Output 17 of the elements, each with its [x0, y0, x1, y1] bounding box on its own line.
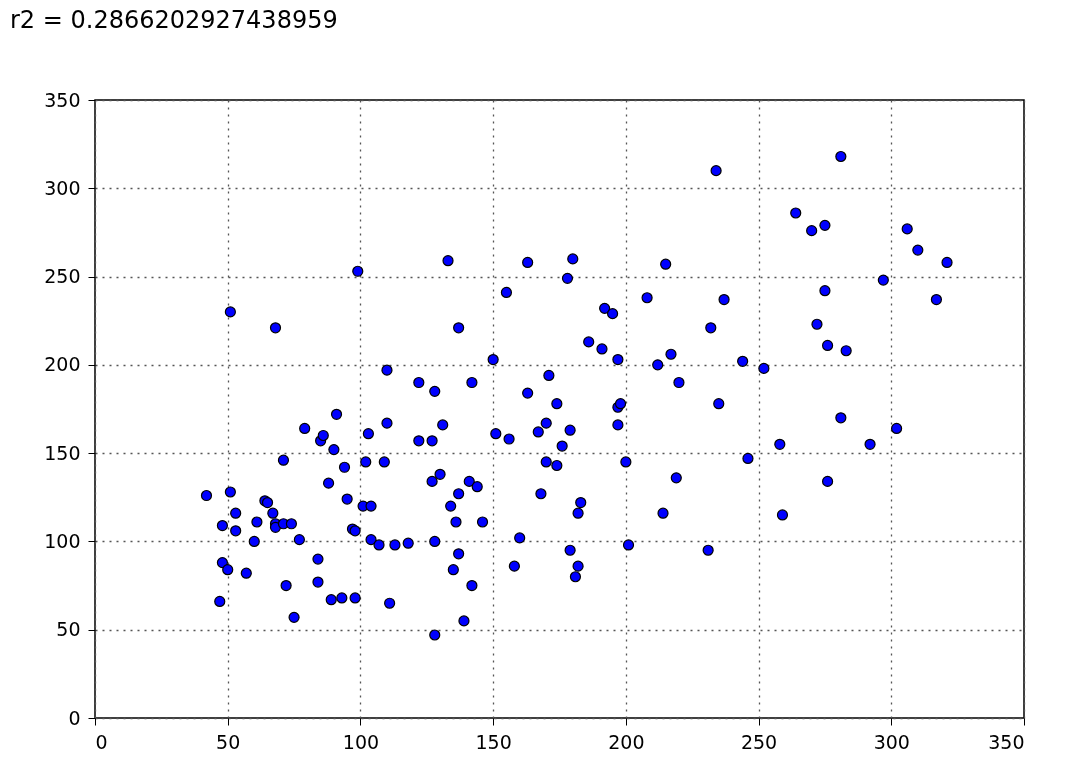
y-tick-label: 150: [44, 441, 81, 464]
y-tick-label: 100: [44, 529, 81, 552]
y-tick-label: 200: [44, 353, 81, 376]
x-tick-label: 300: [873, 730, 910, 753]
x-tick-label: 100: [342, 730, 380, 753]
x-tick-label: 150: [475, 730, 512, 753]
x-tick-label: 50: [216, 730, 241, 753]
y-tick-label: 300: [44, 176, 81, 199]
x-tick-label: 350: [988, 730, 1025, 753]
y-tick-label: 250: [44, 265, 81, 288]
x-tick-label: 250: [740, 730, 778, 753]
x-tick-label: 0: [95, 730, 108, 753]
y-tick-label: 0: [68, 706, 81, 729]
x-tick-label: 200: [608, 730, 645, 753]
chart-title: r2 = 0.2866202927438959: [10, 6, 338, 34]
y-tick-label: 350: [44, 88, 81, 111]
y-tick-label: 50: [56, 618, 81, 641]
